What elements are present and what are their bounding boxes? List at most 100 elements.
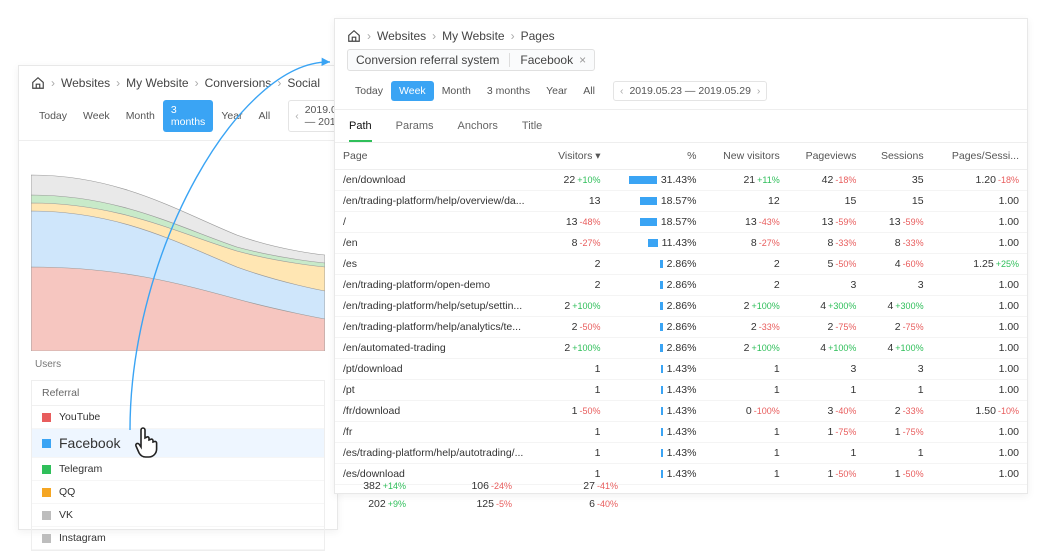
table-row[interactable]: /es22.86%25-50%4-60%1.25+25%: [335, 254, 1027, 275]
close-icon[interactable]: ×: [579, 53, 586, 67]
cell-new: 2+100%: [704, 338, 787, 359]
legend-item-vk[interactable]: VK: [32, 504, 324, 527]
cell-pct: 1.43%: [609, 401, 705, 422]
cell-sess: 4+300%: [864, 296, 931, 317]
cell-new: 1: [704, 443, 787, 464]
legend-item-facebook[interactable]: Facebook: [32, 429, 324, 458]
col-header[interactable]: Sessions: [864, 143, 931, 170]
col-header[interactable]: Pageviews: [788, 143, 865, 170]
legend-label: QQ: [59, 486, 75, 498]
home-icon[interactable]: [347, 29, 361, 43]
cell-pv: 2-75%: [788, 317, 865, 338]
table-row[interactable]: /en/trading-platform/open-demo22.86%2331…: [335, 275, 1027, 296]
crumb[interactable]: Social: [287, 76, 320, 90]
crumb[interactable]: My Website: [126, 76, 188, 90]
table-row[interactable]: /13-48%18.57%13-43%13-59%13-59%1.00: [335, 212, 1027, 233]
range-year[interactable]: Year: [213, 106, 250, 126]
legend-label: Instagram: [59, 532, 106, 544]
range-3months[interactable]: 3 months: [479, 81, 538, 101]
crumb[interactable]: Websites: [377, 29, 426, 43]
cell-page: /pt: [335, 380, 542, 401]
chevron-left-icon[interactable]: ‹: [620, 85, 624, 97]
crumb[interactable]: Websites: [61, 76, 110, 90]
cell-visitors: 1: [542, 422, 609, 443]
legend-label: Telegram: [59, 463, 102, 475]
table-row[interactable]: /es/trading-platform/help/autotrading/..…: [335, 443, 1027, 464]
chevron-left-icon[interactable]: ‹: [295, 110, 299, 122]
crumb[interactable]: Conversions: [205, 76, 272, 90]
range-all[interactable]: All: [575, 81, 603, 101]
cell-sess: 3: [864, 359, 931, 380]
cell-page: /es: [335, 254, 542, 275]
col-header[interactable]: Pages/Sessi...: [932, 143, 1027, 170]
swatch-icon: [42, 488, 51, 497]
cell-new: 1: [704, 359, 787, 380]
table-row[interactable]: /en8-27%11.43%8-27%8-33%8-33%1.00: [335, 233, 1027, 254]
cell-pct: 2.86%: [609, 296, 705, 317]
table-row[interactable]: /pt/download11.43%1331.00: [335, 359, 1027, 380]
table-row[interactable]: /pt11.43%1111.00: [335, 380, 1027, 401]
table-row[interactable]: /en/download22+10%31.43%21+11%42-18%351.…: [335, 170, 1027, 191]
cell-sess: 1-50%: [864, 464, 931, 485]
cell-pv: 4+300%: [788, 296, 865, 317]
cell-ps: 1.25+25%: [932, 254, 1027, 275]
cell-pct: 18.57%: [609, 191, 705, 212]
filter-value: Facebook: [520, 53, 573, 67]
cell-new: 21+11%: [704, 170, 787, 191]
cell-pct: 1.43%: [609, 422, 705, 443]
cell-ps: 1.00: [932, 212, 1027, 233]
table-row[interactable]: /en/trading-platform/help/overview/da...…: [335, 191, 1027, 212]
cell-new: 2: [704, 254, 787, 275]
tab-path[interactable]: Path: [349, 120, 372, 142]
tab-anchors[interactable]: Anchors: [458, 120, 498, 142]
cell-ps: 1.00: [932, 380, 1027, 401]
range-3months[interactable]: 3 months: [163, 100, 213, 132]
cell-new: 12: [704, 191, 787, 212]
date-picker[interactable]: ‹2019.05.23 — 2019.05.29›: [613, 81, 767, 101]
swatch-icon: [42, 534, 51, 543]
cell-pct: 2.86%: [609, 275, 705, 296]
legend-item-youtube[interactable]: YouTube: [32, 406, 324, 429]
tab-params[interactable]: Params: [396, 120, 434, 142]
range-month[interactable]: Month: [434, 81, 479, 101]
cell-visitors: 1: [542, 380, 609, 401]
legend-label: Facebook: [59, 435, 120, 451]
cell-pct: 1.43%: [609, 380, 705, 401]
col-header[interactable]: New visitors: [704, 143, 787, 170]
legend-item-instagram[interactable]: Instagram: [32, 527, 324, 550]
legend-item-qq[interactable]: QQ: [32, 481, 324, 504]
range-today[interactable]: Today: [31, 106, 75, 126]
range-all[interactable]: All: [251, 106, 279, 126]
col-header[interactable]: Page: [335, 143, 542, 170]
cell-page: /: [335, 212, 542, 233]
tab-title[interactable]: Title: [522, 120, 542, 142]
cell-pv: 15: [788, 191, 865, 212]
range-month[interactable]: Month: [118, 106, 163, 126]
table-row[interactable]: /en/trading-platform/help/setup/settin..…: [335, 296, 1027, 317]
home-icon[interactable]: [31, 76, 45, 90]
table-row[interactable]: /fr/download1-50%1.43%0-100%3-40%2-33%1.…: [335, 401, 1027, 422]
col-header[interactable]: Visitors ▾: [542, 143, 609, 170]
crumb[interactable]: My Website: [442, 29, 504, 43]
chevron-right-icon[interactable]: ›: [757, 85, 761, 97]
cell-sess: 1-75%: [864, 422, 931, 443]
legend-header: Referral: [32, 381, 324, 406]
cell-new: 1: [704, 380, 787, 401]
cell-ps: 1.00: [932, 191, 1027, 212]
range-today[interactable]: Today: [347, 81, 391, 101]
range-week[interactable]: Week: [391, 81, 434, 101]
legend-item-telegram[interactable]: Telegram: [32, 458, 324, 481]
table-row[interactable]: /en/automated-trading2+100%2.86%2+100%4+…: [335, 338, 1027, 359]
table-row[interactable]: /fr11.43%11-75%1-75%1.00: [335, 422, 1027, 443]
swatch-icon: [42, 511, 51, 520]
col-header[interactable]: %: [609, 143, 705, 170]
filter-pill[interactable]: Conversion referral system Facebook ×: [347, 49, 595, 71]
cell-ps: 1.00: [932, 464, 1027, 485]
cell-sess: 1: [864, 443, 931, 464]
range-week[interactable]: Week: [75, 106, 118, 126]
cell-pv: 1: [788, 443, 865, 464]
cell-new: 2: [704, 275, 787, 296]
range-year[interactable]: Year: [538, 81, 575, 101]
table-row[interactable]: /en/trading-platform/help/analytics/te..…: [335, 317, 1027, 338]
crumb[interactable]: Pages: [521, 29, 555, 43]
